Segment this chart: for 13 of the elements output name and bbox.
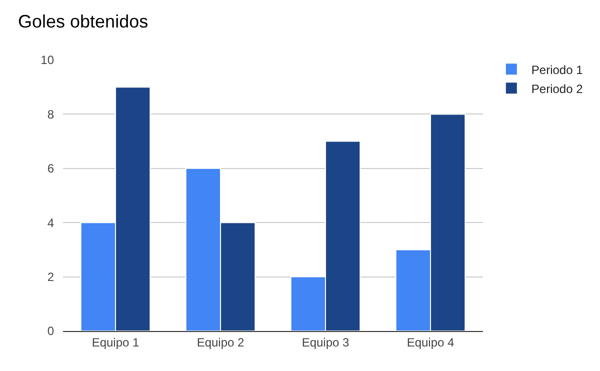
legend-label: Periodo 1 bbox=[531, 62, 584, 77]
y-tick-label: 0 bbox=[47, 324, 54, 338]
legend-label: Periodo 2 bbox=[531, 82, 584, 96]
x-tick-label: Equipo 4 bbox=[406, 335, 455, 350]
y-tick-label: 2 bbox=[47, 270, 54, 284]
y-tick-label: 6 bbox=[47, 162, 54, 176]
x-tick-label: Equipo 1 bbox=[92, 335, 140, 350]
y-tick-label: 8 bbox=[47, 107, 54, 122]
y-tick-label: 4 bbox=[47, 216, 54, 230]
y-tick-label: 10 bbox=[40, 53, 54, 68]
x-tick-label: Equipo 3 bbox=[302, 335, 350, 350]
x-tick-label: Equipo 2 bbox=[196, 335, 245, 350]
chart-title: Goles obtenidos bbox=[18, 11, 148, 32]
